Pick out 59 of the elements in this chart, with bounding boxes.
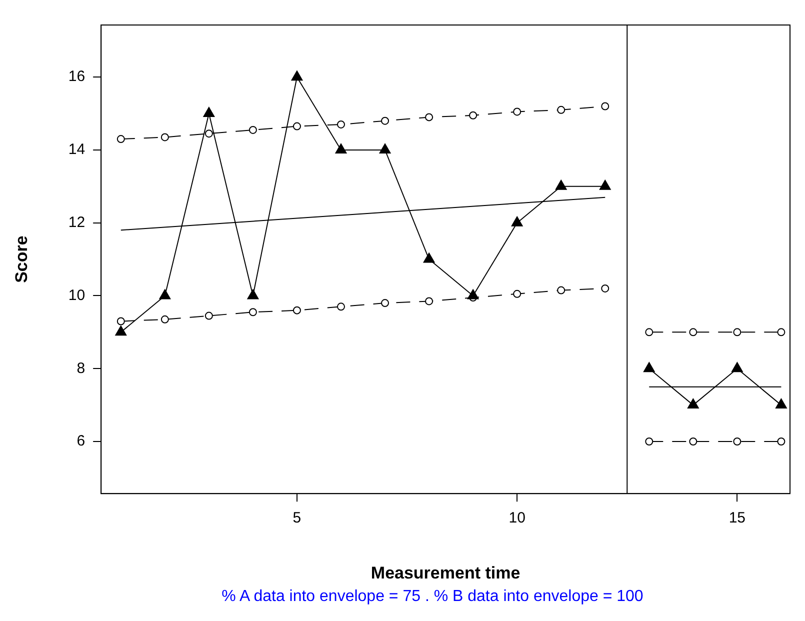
point — [513, 290, 522, 298]
point — [776, 398, 787, 409]
y-tick-label: 16 — [68, 68, 86, 86]
point — [731, 362, 743, 372]
point — [335, 143, 347, 154]
point — [599, 180, 611, 190]
point — [469, 111, 478, 120]
point — [336, 120, 345, 128]
point — [643, 362, 655, 372]
point — [425, 297, 434, 306]
point — [247, 289, 259, 300]
point — [511, 216, 523, 226]
point — [336, 302, 345, 311]
point — [248, 126, 257, 134]
x-tick-label: 15 — [728, 510, 746, 527]
point — [425, 113, 434, 122]
point — [557, 106, 566, 114]
y-tick-label: 8 — [76, 360, 86, 377]
point — [689, 437, 698, 446]
x-axis-title: Measurement time — [370, 563, 520, 582]
text: % A data into envelope = 75 . % B data into envelope = 100 — [220, 588, 644, 606]
point — [689, 328, 698, 336]
y-axis-title: Score — [12, 236, 31, 283]
y-tick-label: 14 — [68, 141, 86, 158]
point — [733, 328, 742, 336]
point — [381, 299, 390, 308]
point — [733, 437, 742, 446]
point — [292, 306, 301, 314]
point — [379, 143, 391, 154]
point — [204, 312, 213, 320]
point — [557, 286, 566, 294]
point — [292, 122, 301, 130]
y-tick-label: 12 — [68, 214, 86, 231]
point — [467, 289, 479, 300]
point — [116, 135, 125, 144]
point — [291, 70, 303, 81]
point — [203, 107, 215, 118]
y-tick-label: 6 — [76, 432, 86, 450]
point — [601, 284, 610, 292]
point — [423, 252, 435, 263]
point — [777, 437, 786, 446]
x-tick-label: 5 — [292, 510, 302, 527]
point — [204, 130, 213, 138]
point — [601, 102, 610, 110]
point — [248, 308, 257, 316]
point — [513, 108, 522, 116]
x-tick-label: 10 — [508, 510, 526, 527]
point — [116, 317, 125, 326]
point — [687, 398, 699, 409]
point — [555, 180, 567, 190]
point — [645, 328, 654, 336]
point — [381, 116, 390, 125]
point — [115, 326, 127, 336]
y-tick-label: 10 — [68, 286, 86, 304]
point — [645, 437, 654, 446]
point — [159, 289, 171, 300]
point — [777, 328, 786, 336]
point — [160, 315, 169, 324]
point — [160, 133, 169, 142]
